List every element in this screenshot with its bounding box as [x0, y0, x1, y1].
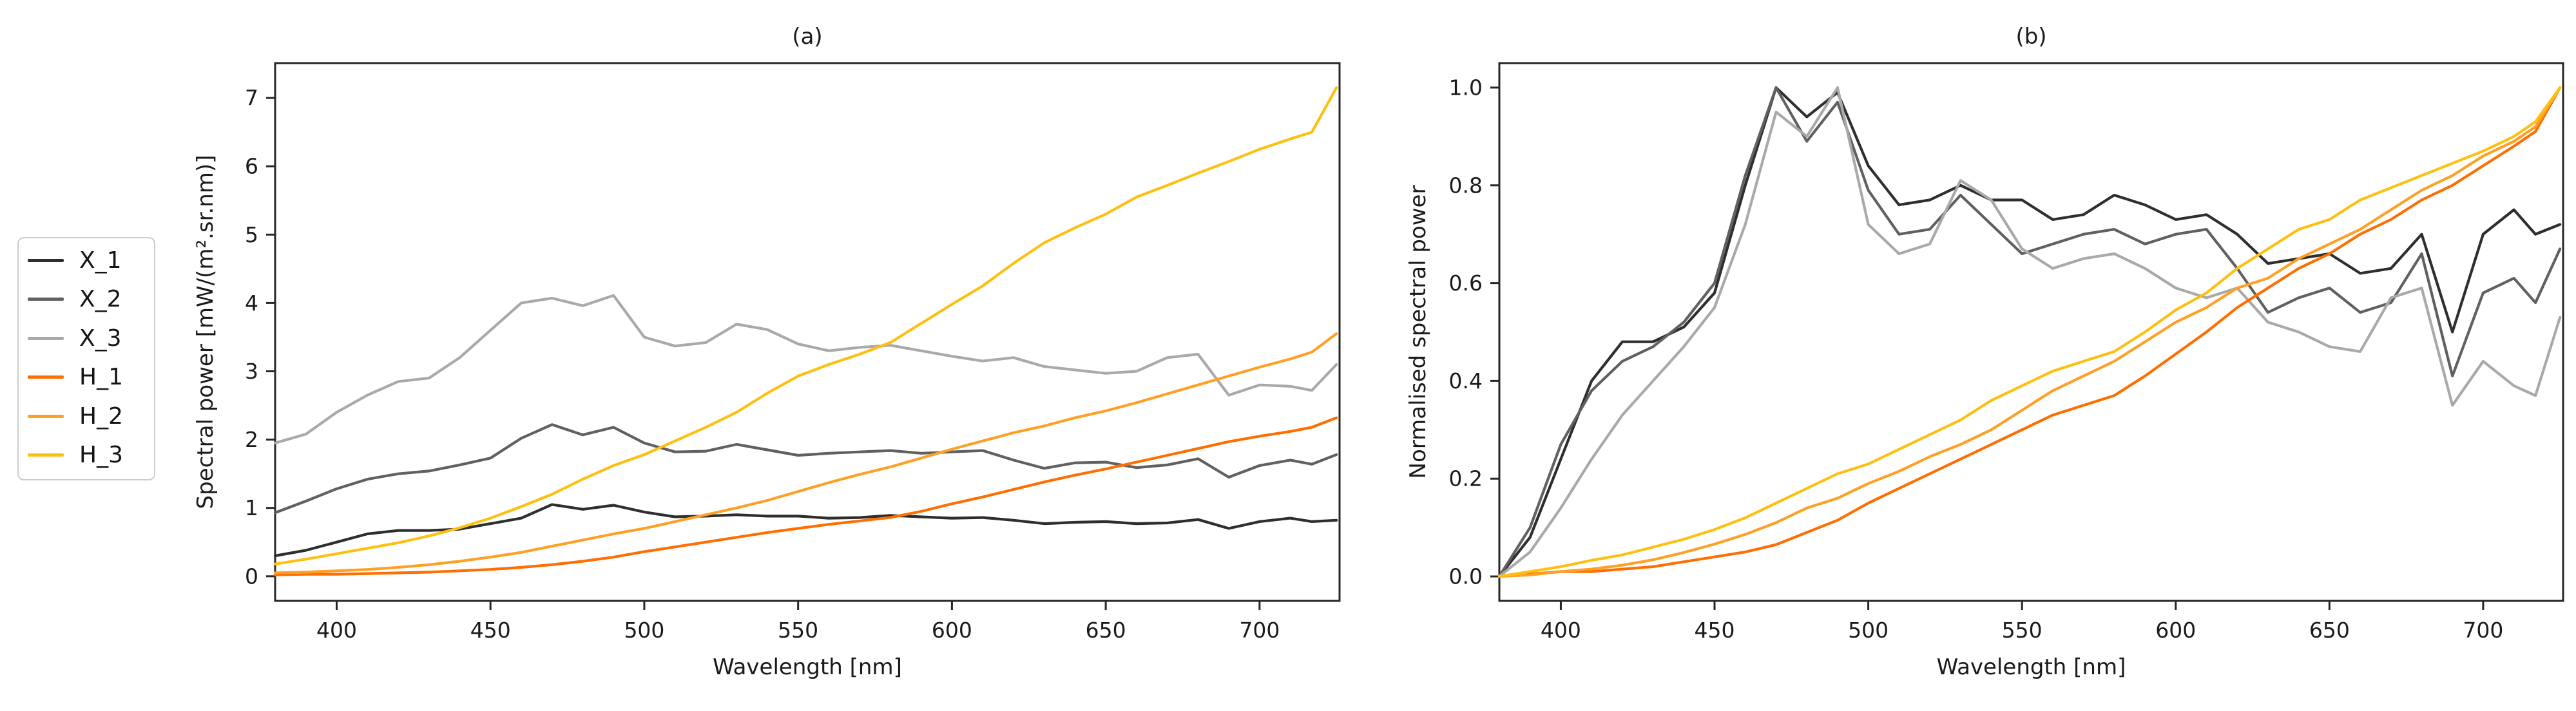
- plot-b-xtick-label: 700: [2463, 618, 2503, 643]
- plot-b-xlabel: Wavelength [nm]: [1937, 654, 2126, 680]
- legend-label: X_3: [79, 325, 122, 352]
- plot-a-xtick-label: 650: [1086, 618, 1126, 643]
- plot-b-ytick-label: 0.2: [1449, 466, 1483, 491]
- plot-a-series-H_2-line: [273, 332, 1338, 574]
- legend-item-H_3: H_3: [19, 436, 154, 475]
- plot-b-xtick-label: 500: [1848, 618, 1889, 643]
- plot-b-ytick-label: 0.6: [1449, 270, 1483, 296]
- plot-a-series-H_1-line: [273, 416, 1338, 576]
- plot-a-xtick-label: 600: [932, 618, 972, 643]
- legend-swatch-X_1: [28, 258, 64, 262]
- legend-label: H_1: [79, 364, 123, 391]
- plot-b-series-H_3-line: [1497, 86, 2562, 578]
- charts-root: 400 450 500 550 600 650 700 0 1 2 3 4 5 6 7 400 450 500 55…: [245, 62, 2564, 643]
- plot-a-series-H_3-line: [273, 86, 1338, 565]
- legend-label: H_3: [79, 442, 123, 469]
- plot-a-ytick-label: 1: [245, 495, 258, 520]
- legend-swatch-X_2: [28, 298, 64, 301]
- legend-swatch-H_3: [28, 453, 64, 457]
- plot-b-ytick-label: 0.0: [1449, 564, 1483, 589]
- legend-swatch-H_1: [28, 375, 64, 379]
- plot-a-ytick-label: 6: [245, 154, 258, 179]
- legend-item-H_2: H_2: [19, 397, 154, 436]
- plot-a-series-X_2-line: [273, 423, 1338, 515]
- plot-a-ytick-label: 4: [245, 290, 258, 316]
- legend-label: X_1: [79, 247, 122, 274]
- legend-label: H_2: [79, 403, 123, 430]
- plot-a-xtick-label: 550: [778, 618, 818, 643]
- plot-b-series-H_2-line: [1497, 86, 2562, 578]
- plot-b-xtick-label: 600: [2155, 618, 2196, 643]
- plot-a-xtick-label: 500: [624, 618, 664, 643]
- plot-a-series-X_1-line: [273, 503, 1338, 558]
- plot-b-ylabel: Normalised spectral power: [1405, 185, 1431, 479]
- plot-b-series-X_1-line: [1497, 86, 2562, 578]
- plot-a-ylabel: Spectral power [mW/(m².sr.nm)]: [193, 155, 218, 509]
- plot-a-series-X_3-line: [273, 294, 1338, 445]
- legend-item-X_3: X_3: [19, 319, 154, 358]
- plot-b-ytick-label: 0.8: [1449, 173, 1483, 198]
- plot-b-title: (b): [2015, 24, 2046, 50]
- plot-a-ytick-label: 5: [245, 222, 258, 247]
- plot-b-ytick-label: 1.0: [1449, 75, 1483, 100]
- plot-a-xtick-label: 400: [316, 618, 357, 643]
- legend-item-X_2: X_2: [19, 280, 154, 319]
- plot-b-series-X_2-line: [1497, 86, 2562, 578]
- plot-a-ytick-label: 3: [245, 359, 258, 384]
- plot-b-xtick-label: 650: [2309, 618, 2350, 643]
- plot-a-ytick-label: 2: [245, 427, 258, 452]
- plot-a-frame: [274, 62, 1341, 602]
- plot-b-series-X_3-line: [1497, 86, 2562, 578]
- plot-a-xtick-label: 450: [470, 618, 511, 643]
- plot-a-title: (a): [792, 24, 822, 50]
- legend-label: X_2: [79, 286, 122, 313]
- legend-box: X_1 X_2 X_3 H_1 H_2 H_3: [17, 237, 155, 480]
- legend-swatch-X_3: [28, 336, 64, 340]
- plot-b-xtick-label: 550: [2002, 618, 2043, 643]
- legend-item-H_1: H_1: [19, 358, 154, 397]
- legend-swatch-H_2: [28, 414, 64, 418]
- plot-b-xtick-label: 400: [1541, 618, 1581, 643]
- plot-b-ytick-label: 0.4: [1449, 368, 1483, 393]
- plot-b-series-H_1-line: [1497, 86, 2562, 578]
- plot-a-ytick-label: 7: [245, 86, 258, 111]
- plot-a-xtick-label: 700: [1239, 618, 1280, 643]
- plot-a-ytick-label: 0: [245, 564, 258, 589]
- plot-b-frame: [1498, 62, 2564, 602]
- plot-a-xlabel: Wavelength [nm]: [713, 654, 902, 680]
- plot-b-xtick-label: 450: [1695, 618, 1735, 643]
- legend-item-X_1: X_1: [19, 241, 154, 280]
